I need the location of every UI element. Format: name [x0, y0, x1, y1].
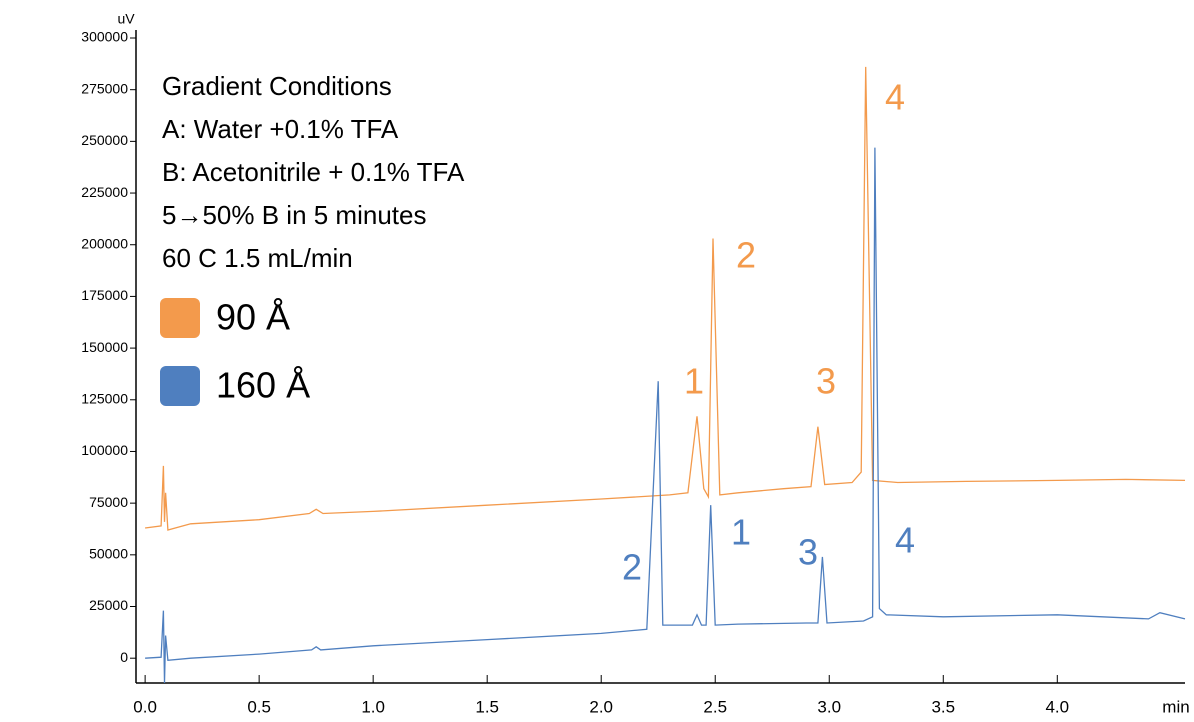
y-tick-label: 25000	[89, 597, 128, 613]
legend-label: 90 Å	[216, 297, 290, 338]
peak-label: 4	[885, 77, 905, 118]
legend-swatch	[160, 366, 200, 406]
peak-label: 1	[731, 512, 751, 553]
x-tick-label: 3.5	[931, 697, 955, 716]
note: Gradient Conditions	[162, 71, 392, 101]
x-tick-label: 2.0	[589, 697, 613, 716]
note: B: Acetonitrile + 0.1% TFA	[162, 157, 465, 187]
y-tick-label: 0	[120, 649, 128, 665]
y-tick-label: 75000	[89, 494, 128, 510]
peak-label: 3	[816, 361, 836, 402]
legend-swatch	[160, 298, 200, 338]
x-axis-label: min	[1162, 697, 1189, 716]
note: A: Water +0.1% TFA	[162, 114, 399, 144]
note: 60 C 1.5 mL/min	[162, 243, 353, 273]
y-tick-label: 250000	[81, 132, 128, 148]
x-tick-label: 1.5	[475, 697, 499, 716]
x-tick-label: 0.0	[133, 697, 157, 716]
y-tick-label: 175000	[81, 287, 128, 303]
y-axis-label: uV	[117, 11, 135, 27]
peak-label: 3	[798, 532, 818, 573]
trace	[145, 66, 1186, 531]
y-tick-label: 125000	[81, 390, 128, 406]
peak-label: 2	[736, 235, 756, 276]
peak-label: 4	[895, 520, 915, 561]
x-tick-label: 0.5	[247, 697, 271, 716]
y-tick-label: 300000	[81, 29, 128, 45]
y-tick-label: 100000	[81, 442, 128, 458]
note: 5→50% B in 5 minutes	[162, 200, 426, 230]
trace	[145, 147, 1186, 684]
y-tick-label: 150000	[81, 339, 128, 355]
y-tick-label: 50000	[89, 546, 128, 562]
peak-label: 1	[684, 361, 704, 402]
x-tick-label: 3.0	[817, 697, 841, 716]
y-tick-label: 225000	[81, 184, 128, 200]
x-tick-label: 4.0	[1045, 697, 1069, 716]
peak-label: 2	[622, 547, 642, 588]
x-tick-label: 1.0	[361, 697, 385, 716]
y-tick-label: 200000	[81, 235, 128, 251]
legend-label: 160 Å	[216, 365, 310, 406]
x-tick-label: 2.5	[703, 697, 727, 716]
y-tick-label: 275000	[81, 80, 128, 96]
